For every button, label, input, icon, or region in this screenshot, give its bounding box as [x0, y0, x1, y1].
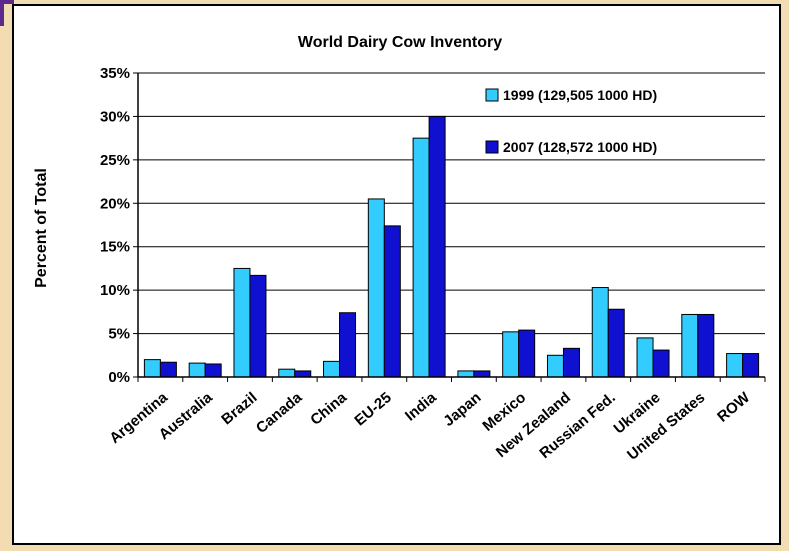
bar-series2-brazil — [249, 274, 267, 378]
y-tick-label: 20% — [100, 195, 130, 212]
y-tick-label: 0% — [108, 369, 130, 386]
bar-series2-russian-fed- — [607, 308, 625, 378]
legend-swatch — [485, 88, 499, 102]
legend-entry-background — [482, 84, 740, 106]
x-category-label: ROW — [714, 389, 754, 426]
y-tick-label: 15% — [100, 239, 130, 256]
bar-series2-australia — [204, 363, 222, 378]
bar-series1-russian-fed- — [591, 287, 609, 378]
bar-series2-eu-25 — [383, 225, 401, 378]
bar-series2-china — [339, 312, 357, 378]
bar-series1-eu-25 — [367, 198, 385, 378]
legend-label: 2007 (128,572 1000 HD) — [503, 139, 657, 155]
bar-series1-mexico — [502, 331, 520, 378]
bar-series1-australia — [188, 362, 206, 378]
bar-series1-argentina — [143, 359, 161, 378]
chart-title: World Dairy Cow Inventory — [298, 34, 502, 51]
bar-series2-japan — [473, 370, 491, 378]
bar-series1-china — [323, 360, 341, 378]
y-tick-label: 5% — [108, 326, 130, 343]
x-category-label: Japan — [440, 389, 484, 430]
bar-series2-new-zealand — [562, 347, 580, 378]
bar-series1-india — [412, 137, 430, 378]
slide-accent-bar — [0, 0, 14, 4]
bar-series1-united-states — [681, 313, 699, 378]
bar-series2-ukraine — [652, 349, 670, 378]
bar-series2-united-states — [697, 313, 715, 378]
y-axis-label: Percent of Total — [33, 168, 50, 288]
legend-label: 1999 (129,505 1000 HD) — [503, 87, 657, 103]
legend-entry-background — [482, 136, 740, 158]
x-category-label: Canada — [253, 389, 306, 437]
slide-accent-line — [0, 4, 4, 26]
bar-series2-mexico — [518, 329, 536, 378]
bar-series2-argentina — [159, 361, 177, 378]
bar-series1-new-zealand — [546, 354, 564, 378]
bar-series1-japan — [457, 370, 475, 378]
legend-swatch — [485, 140, 499, 154]
y-tick-label: 35% — [100, 65, 130, 82]
x-category-label: India — [402, 389, 440, 425]
y-tick-label: 25% — [100, 152, 130, 169]
x-category-label: United States — [624, 389, 708, 464]
bar-series1-canada — [278, 368, 296, 378]
x-category-label: China — [307, 389, 350, 429]
y-tick-label: 30% — [100, 108, 130, 125]
bar-series2-india — [428, 115, 446, 378]
bar-series1-ukraine — [636, 337, 654, 378]
bar-series1-brazil — [233, 267, 251, 378]
bar-series2-row — [742, 353, 760, 378]
bar-series1-row — [726, 353, 744, 378]
bar-series2-canada — [294, 370, 312, 378]
x-category-label: EU-25 — [351, 389, 395, 429]
y-tick-label: 10% — [100, 282, 130, 299]
